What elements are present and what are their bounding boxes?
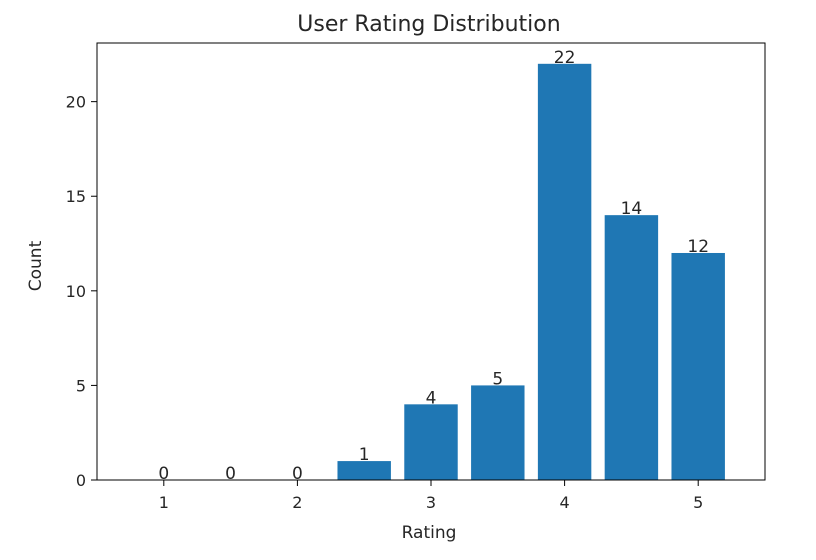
bar-label-2-5: 1 xyxy=(359,445,370,465)
bar-label-1-5: 0 xyxy=(225,464,236,484)
y-axis-label: Count xyxy=(26,240,46,291)
bar-rating-4 xyxy=(537,63,592,481)
x-tick-label: 1 xyxy=(159,493,169,512)
bar-rating-2-5 xyxy=(337,461,391,480)
chart-title: User Rating Distribution xyxy=(297,12,560,37)
bar-label-4-5: 14 xyxy=(621,199,643,219)
y-axis: 0 5 10 15 20 xyxy=(66,93,97,490)
y-tick-label: 20 xyxy=(66,93,86,112)
bar-label-4: 22 xyxy=(554,48,576,68)
bar-rating-4-5 xyxy=(604,215,659,480)
y-tick-label: 5 xyxy=(76,376,86,395)
bar-rating-5 xyxy=(671,252,725,480)
bar-label-5: 12 xyxy=(687,237,709,257)
x-tick-label: 3 xyxy=(426,493,436,512)
x-tick-label: 4 xyxy=(560,493,570,512)
x-axis-label: Rating xyxy=(402,523,457,543)
y-tick-label: 10 xyxy=(66,282,86,301)
bar-label-2: 0 xyxy=(292,464,303,484)
bar-rating-3-5 xyxy=(471,385,525,480)
bars-layer xyxy=(337,63,725,481)
x-tick-label: 5 xyxy=(693,493,703,512)
bar-label-1: 0 xyxy=(158,464,169,484)
bar-rating-3 xyxy=(404,404,458,480)
y-tick-label: 15 xyxy=(66,187,86,206)
x-axis: 1 2 3 4 5 xyxy=(159,480,703,512)
x-tick-label: 2 xyxy=(292,493,302,512)
bar-label-3-5: 5 xyxy=(492,369,503,389)
y-tick-label: 0 xyxy=(76,471,86,490)
bar-label-3: 4 xyxy=(426,388,437,408)
